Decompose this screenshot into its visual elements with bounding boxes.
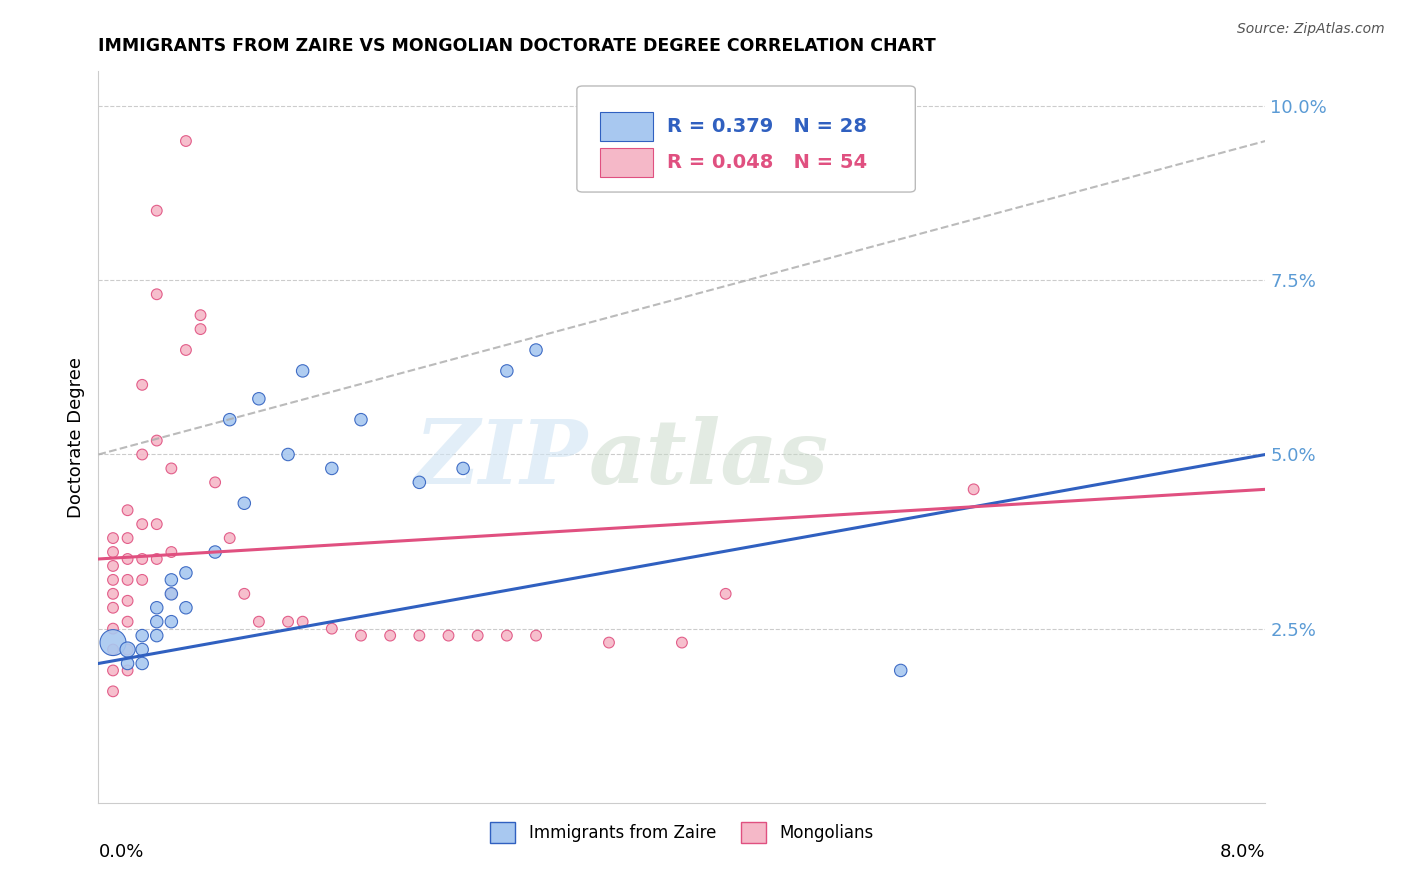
Point <box>160 615 183 629</box>
Point <box>467 629 489 643</box>
Point <box>524 629 547 643</box>
Point <box>160 587 183 601</box>
Point <box>350 629 373 643</box>
Point <box>277 448 299 462</box>
Point <box>291 615 314 629</box>
Point <box>117 615 139 629</box>
Point <box>350 412 373 426</box>
Point <box>174 134 197 148</box>
Point <box>131 377 153 392</box>
Point <box>117 594 139 608</box>
Point <box>101 573 124 587</box>
Point <box>524 343 547 357</box>
Point <box>101 558 124 573</box>
Point <box>671 635 693 649</box>
Point <box>131 573 153 587</box>
Point <box>131 448 153 462</box>
Point <box>437 629 460 643</box>
Point <box>101 600 124 615</box>
Point <box>321 461 343 475</box>
Legend: Immigrants from Zaire, Mongolians: Immigrants from Zaire, Mongolians <box>484 815 880 849</box>
Point <box>117 531 139 545</box>
Point <box>247 615 270 629</box>
Point <box>496 629 519 643</box>
Point <box>174 343 197 357</box>
Point <box>190 308 212 322</box>
Point <box>131 657 153 671</box>
Point <box>174 566 197 580</box>
Point <box>131 642 153 657</box>
Point <box>218 412 240 426</box>
Point <box>117 552 139 566</box>
Text: 0.0%: 0.0% <box>98 843 143 861</box>
Point <box>233 496 256 510</box>
Point <box>598 635 620 649</box>
Text: R = 0.048   N = 54: R = 0.048 N = 54 <box>666 153 868 172</box>
Point <box>291 364 314 378</box>
Point <box>321 622 343 636</box>
Point <box>101 664 124 678</box>
FancyBboxPatch shape <box>600 112 652 141</box>
Point <box>146 287 169 301</box>
Text: ZIP: ZIP <box>415 416 589 502</box>
Point <box>408 629 430 643</box>
Point <box>146 600 169 615</box>
Point <box>160 461 183 475</box>
Point <box>190 322 212 336</box>
Text: IMMIGRANTS FROM ZAIRE VS MONGOLIAN DOCTORATE DEGREE CORRELATION CHART: IMMIGRANTS FROM ZAIRE VS MONGOLIAN DOCTO… <box>98 37 936 54</box>
Point <box>146 552 169 566</box>
Point <box>714 587 737 601</box>
Point <box>408 475 430 490</box>
FancyBboxPatch shape <box>576 86 915 192</box>
Point <box>247 392 270 406</box>
Point <box>160 545 183 559</box>
Point <box>101 531 124 545</box>
Point <box>117 642 139 657</box>
Point <box>101 635 124 649</box>
Point <box>496 364 519 378</box>
Point <box>131 552 153 566</box>
Point <box>101 622 124 636</box>
Point <box>101 684 124 698</box>
Point <box>204 475 226 490</box>
Point <box>160 587 183 601</box>
Point <box>117 664 139 678</box>
Point <box>131 517 153 532</box>
Point <box>890 664 912 678</box>
Point <box>277 615 299 629</box>
Text: 8.0%: 8.0% <box>1220 843 1265 861</box>
Point <box>117 503 139 517</box>
Point <box>117 573 139 587</box>
Point <box>131 629 153 643</box>
Point <box>204 545 226 559</box>
Point <box>218 531 240 545</box>
Point <box>787 161 810 176</box>
Point <box>101 587 124 601</box>
Point <box>146 629 169 643</box>
Point <box>117 642 139 657</box>
Point <box>146 434 169 448</box>
Point <box>117 657 139 671</box>
FancyBboxPatch shape <box>600 148 652 178</box>
Text: atlas: atlas <box>589 416 828 502</box>
Text: Source: ZipAtlas.com: Source: ZipAtlas.com <box>1237 22 1385 37</box>
Point <box>451 461 474 475</box>
Point <box>380 629 402 643</box>
Point <box>160 573 183 587</box>
Point <box>146 615 169 629</box>
Y-axis label: Doctorate Degree: Doctorate Degree <box>66 357 84 517</box>
Point <box>962 483 984 497</box>
Point <box>174 600 197 615</box>
Text: R = 0.379   N = 28: R = 0.379 N = 28 <box>666 117 866 136</box>
Point <box>233 587 256 601</box>
Point <box>101 642 124 657</box>
Point <box>101 545 124 559</box>
Point <box>146 203 169 218</box>
Point <box>146 517 169 532</box>
